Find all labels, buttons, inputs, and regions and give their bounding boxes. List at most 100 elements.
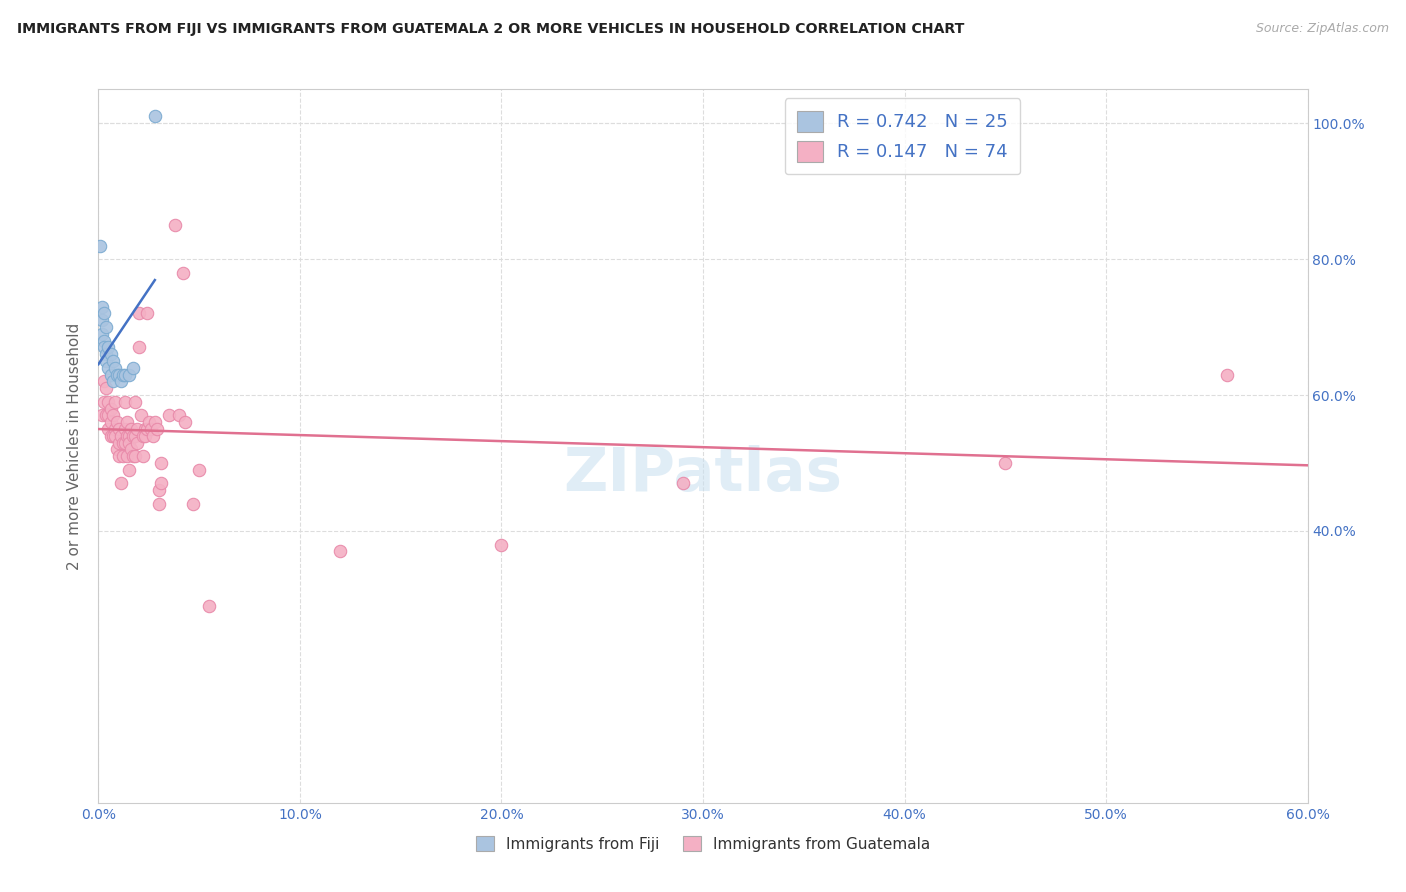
Point (105, 415, 128, 429)
Point (118, 368, 141, 382)
Point (672, 476, 695, 491)
Point (124, 429, 146, 443)
Point (491, 537, 513, 551)
Point (97, 422, 120, 436)
Point (115, 415, 138, 429)
Point (121, 429, 143, 443)
Point (111, 449, 134, 463)
Point (101, 375, 124, 389)
Point (134, 429, 156, 443)
Point (96, 320, 118, 334)
Point (96, 347, 118, 361)
Point (110, 476, 132, 491)
Point (89, 238, 111, 252)
Point (97, 360, 120, 375)
Legend: Immigrants from Fiji, Immigrants from Guatemala: Immigrants from Fiji, Immigrants from Gu… (468, 828, 938, 859)
Point (101, 354, 124, 368)
Point (135, 422, 157, 436)
Text: IMMIGRANTS FROM FIJI VS IMMIGRANTS FROM GUATEMALA 2 OR MORE VEHICLES IN HOUSEHOL: IMMIGRANTS FROM FIJI VS IMMIGRANTS FROM … (17, 22, 965, 37)
Point (124, 394, 146, 409)
Point (120, 422, 142, 436)
Point (97, 341, 120, 355)
Point (148, 483, 170, 498)
Point (181, 497, 204, 511)
Point (103, 360, 125, 375)
Point (121, 449, 143, 463)
Point (125, 435, 148, 450)
Point (1216, 368, 1239, 382)
Point (114, 435, 136, 450)
Point (96, 381, 118, 395)
Point (96, 409, 118, 423)
Point (93, 375, 115, 389)
Point (110, 375, 132, 389)
Point (93, 394, 115, 409)
Point (107, 435, 129, 450)
Point (118, 429, 141, 443)
Point (101, 429, 124, 443)
Point (146, 422, 169, 436)
Point (111, 435, 134, 450)
Point (105, 368, 128, 382)
Point (91, 313, 114, 327)
Point (100, 347, 122, 361)
Point (135, 306, 157, 320)
Text: Source: ZipAtlas.com: Source: ZipAtlas.com (1256, 22, 1389, 36)
Point (100, 429, 122, 443)
Point (143, 109, 166, 123)
Point (120, 442, 142, 457)
Point (114, 368, 136, 382)
Point (105, 442, 128, 457)
Point (172, 266, 194, 280)
Point (97, 394, 120, 409)
Point (138, 415, 160, 429)
Point (143, 415, 166, 429)
Point (149, 456, 172, 470)
Point (118, 463, 141, 477)
Point (103, 422, 125, 436)
Point (125, 422, 148, 436)
Point (93, 334, 115, 348)
Point (174, 415, 197, 429)
Point (994, 456, 1017, 470)
Point (114, 422, 136, 436)
Point (188, 463, 211, 477)
Point (129, 409, 152, 423)
Point (100, 415, 122, 429)
Point (128, 341, 150, 355)
Point (149, 476, 172, 491)
Point (110, 429, 132, 443)
Point (148, 497, 170, 511)
Point (157, 409, 180, 423)
Point (115, 429, 138, 443)
Point (103, 394, 125, 409)
Point (114, 394, 136, 409)
Point (107, 368, 129, 382)
Point (107, 449, 129, 463)
Text: ZIPatlas: ZIPatlas (564, 445, 842, 504)
Point (163, 218, 186, 232)
Point (111, 368, 134, 382)
Point (91, 409, 114, 423)
Point (100, 401, 122, 416)
Point (198, 599, 221, 613)
Point (134, 422, 156, 436)
Point (132, 449, 155, 463)
Point (103, 429, 125, 443)
Point (91, 326, 114, 341)
Point (100, 368, 122, 382)
Point (96, 354, 118, 368)
Point (93, 341, 115, 355)
Point (167, 409, 190, 423)
Point (142, 429, 165, 443)
Y-axis label: 2 or more Vehicles in Household: 2 or more Vehicles in Household (67, 322, 83, 570)
Point (97, 409, 120, 423)
Point (128, 306, 150, 320)
Point (107, 422, 129, 436)
Point (124, 449, 146, 463)
Point (121, 360, 143, 375)
Point (91, 300, 114, 314)
Point (139, 422, 162, 436)
Point (93, 306, 115, 320)
Point (118, 435, 141, 450)
